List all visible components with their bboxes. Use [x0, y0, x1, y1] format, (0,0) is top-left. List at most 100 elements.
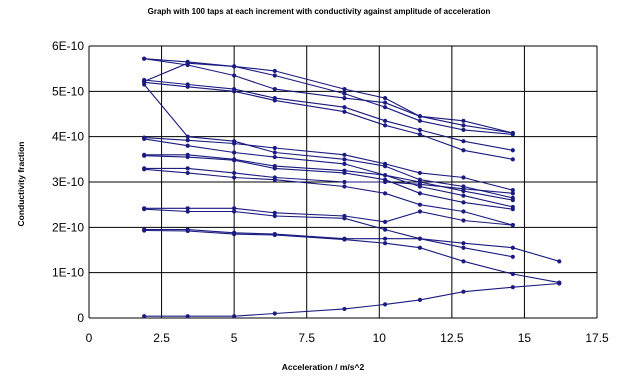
data-point	[417, 202, 423, 207]
y-tick-label: 5E-10	[52, 84, 84, 98]
data-point	[382, 100, 388, 105]
series-group	[142, 56, 562, 319]
series-line	[144, 229, 560, 262]
data-point	[417, 191, 423, 196]
data-point	[185, 166, 190, 171]
data-point	[417, 209, 423, 214]
data-point	[232, 64, 237, 69]
data-point	[272, 210, 277, 215]
data-point	[272, 68, 277, 74]
data-point	[382, 227, 388, 232]
data-point	[417, 245, 423, 250]
data-point	[510, 271, 515, 277]
y-axis-title: Conductivity fraction	[16, 141, 26, 226]
data-point	[342, 170, 347, 176]
data-point	[510, 245, 515, 250]
data-point	[382, 173, 388, 178]
data-point	[461, 139, 466, 144]
data-point	[272, 213, 277, 219]
data-point	[461, 118, 466, 123]
data-point	[342, 105, 347, 110]
series-line	[144, 282, 560, 317]
data-point	[461, 241, 466, 246]
data-point	[417, 182, 423, 187]
data-point	[382, 191, 388, 196]
data-point	[232, 73, 237, 78]
data-point	[510, 132, 515, 137]
data-point	[461, 123, 466, 128]
data-point	[342, 91, 347, 96]
data-point	[185, 143, 190, 148]
y-tick-label: 0	[77, 311, 84, 325]
data-point	[185, 84, 190, 89]
chart-title: Graph with 100 taps at each increment wi…	[148, 7, 491, 16]
x-tick-labels: 0 2.5 5 7.5 10 12.5 15 17.5	[86, 331, 609, 345]
data-point	[232, 175, 237, 180]
data-point	[382, 123, 388, 128]
data-point	[142, 167, 147, 172]
data-point	[382, 179, 388, 185]
data-point	[185, 138, 190, 143]
data-point	[272, 145, 277, 151]
x-tick-label: 5	[231, 331, 238, 345]
y-tick-label: 1E-10	[52, 266, 84, 280]
x-tick-label: 2.5	[153, 331, 170, 345]
data-point	[342, 179, 347, 185]
data-point	[272, 98, 277, 103]
data-point	[185, 314, 190, 319]
data-point	[342, 152, 347, 157]
data-point	[142, 56, 147, 61]
y-tick-label: 2E-10	[52, 220, 84, 234]
data-point	[510, 222, 515, 228]
data-point	[461, 193, 466, 198]
data-point	[461, 148, 466, 153]
data-point	[232, 141, 237, 146]
data-point	[342, 86, 347, 92]
data-point	[342, 306, 347, 312]
data-point	[461, 245, 466, 250]
y-tick-labels: 0 1E-10 2E-10 3E-10 4E-10 5E-10 6E-10	[52, 39, 84, 325]
data-point	[461, 175, 466, 180]
data-point	[272, 232, 277, 238]
data-point	[342, 184, 347, 189]
data-point	[232, 150, 237, 155]
data-point	[272, 166, 277, 171]
x-tick-label: 12.5	[440, 331, 464, 345]
data-point	[510, 157, 515, 162]
data-point	[510, 148, 515, 153]
data-point	[557, 281, 562, 286]
series-line	[144, 208, 513, 258]
x-tick-label: 7.5	[298, 331, 315, 345]
data-point	[272, 86, 277, 92]
data-point	[510, 207, 515, 212]
data-point	[272, 311, 277, 316]
data-point	[342, 157, 347, 162]
series-line	[144, 58, 513, 134]
data-point	[342, 237, 347, 242]
data-point	[510, 285, 515, 290]
data-point	[510, 188, 515, 193]
data-point	[185, 134, 190, 139]
data-point	[142, 136, 147, 142]
y-tick-label: 3E-10	[52, 175, 84, 189]
data-point	[232, 170, 237, 176]
data-point	[142, 153, 147, 158]
data-point	[417, 114, 423, 119]
series-line	[144, 168, 513, 226]
data-point	[461, 218, 466, 223]
y-tick-label: 6E-10	[52, 39, 84, 53]
data-point	[417, 236, 423, 241]
data-point	[232, 206, 237, 211]
data-point	[272, 177, 277, 182]
data-point	[342, 161, 347, 166]
data-point	[461, 186, 466, 191]
data-point	[417, 127, 423, 132]
data-point	[185, 206, 190, 211]
data-point	[382, 118, 388, 123]
data-point	[417, 170, 423, 176]
data-point	[461, 127, 466, 132]
data-point	[185, 228, 190, 234]
data-point	[382, 219, 388, 224]
data-point	[232, 89, 237, 94]
